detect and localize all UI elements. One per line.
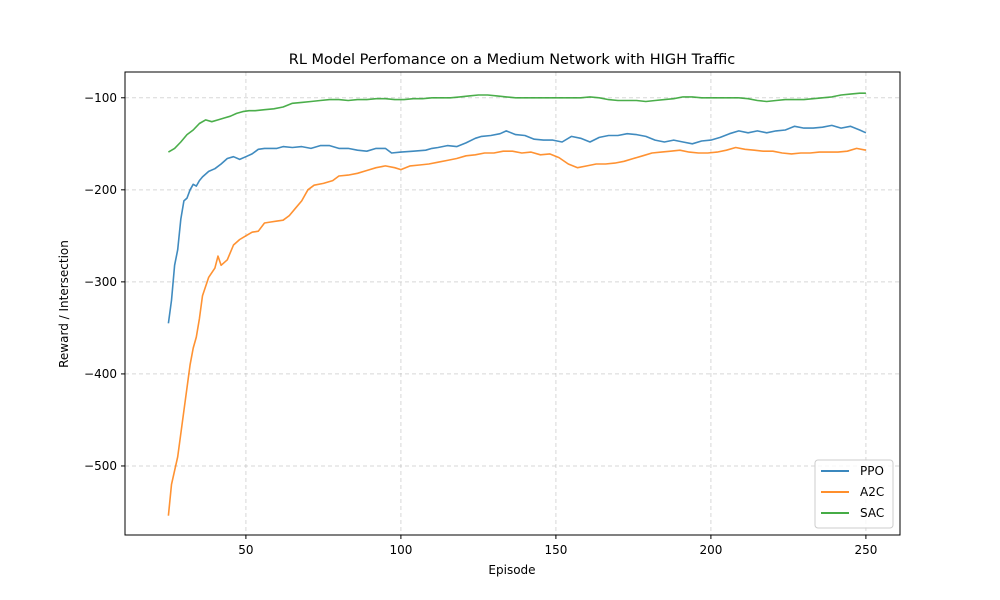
y-tick-label: −200 [84,183,117,197]
legend-label-a2c: A2C [860,485,884,499]
y-tick-label: −300 [84,275,117,289]
plot-frame [124,71,901,536]
grid-lines [125,72,900,535]
series-line-ppo [167,124,867,324]
x-tick-label: 200 [699,543,722,557]
axis-ticks: 50 100 150 200 250 −500 −400 −300 −200 −100 [84,91,877,557]
chart-title: RL Model Perfomance on a Medium Network … [289,52,735,68]
series-layer [167,92,867,516]
y-tick-label: −400 [84,367,117,381]
x-tick-label: 50 [238,543,253,557]
series-line-sac [167,92,866,153]
y-tick-label: −500 [84,459,117,473]
legend-box [814,459,894,529]
x-axis-label: Episode [488,563,535,577]
x-tick-label: 150 [544,543,567,557]
y-axis-label: Reward / Intersection [57,240,71,368]
series-line-a2c [167,146,867,516]
y-tick-label: −100 [84,91,117,105]
legend-label-sac: SAC [860,506,884,520]
legend: PPO A2C SAC [814,459,894,529]
x-tick-label: 100 [389,543,412,557]
legend-label-ppo: PPO [860,464,884,478]
x-tick-label: 250 [854,543,877,557]
